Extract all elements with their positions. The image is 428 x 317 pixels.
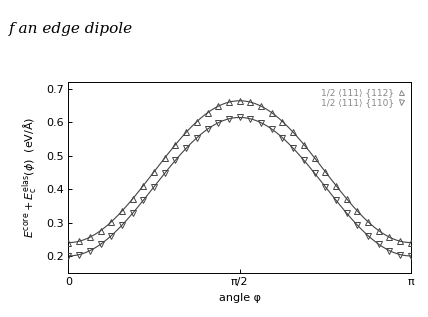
1/2 ⟨111⟩ {110} (226, 117, 232, 121)
1/2 ⟨111⟩ {112} (226, 100, 232, 104)
Legend: 1/2 ⟨111⟩ {112}, 1/2 ⟨111⟩ {110}: 1/2 ⟨111⟩ {112}, 1/2 ⟨111⟩ {110} (320, 87, 406, 108)
1/2 ⟨111⟩ {112} (323, 170, 328, 174)
1/2 ⟨111⟩ {112} (162, 156, 167, 160)
1/2 ⟨111⟩ {112} (291, 130, 296, 134)
1/2 ⟨111⟩ {110} (205, 127, 210, 131)
Line: 1/2 ⟨111⟩ {110}: 1/2 ⟨111⟩ {110} (66, 115, 413, 259)
1/2 ⟨111⟩ {112} (141, 184, 146, 187)
1/2 ⟨111⟩ {110} (355, 223, 360, 227)
1/2 ⟨111⟩ {112} (173, 143, 178, 146)
1/2 ⟨111⟩ {112} (408, 241, 413, 244)
1/2 ⟨111⟩ {110} (301, 158, 306, 162)
1/2 ⟨111⟩ {112} (194, 120, 199, 123)
1/2 ⟨111⟩ {112} (184, 130, 189, 134)
1/2 ⟨111⟩ {112} (152, 170, 157, 174)
1/2 ⟨111⟩ {112} (87, 235, 92, 239)
1/2 ⟨111⟩ {110} (109, 234, 114, 237)
1/2 ⟨111⟩ {110} (366, 234, 371, 237)
1/2 ⟨111⟩ {110} (387, 249, 392, 253)
1/2 ⟨111⟩ {112} (216, 104, 221, 108)
1/2 ⟨111⟩ {110} (408, 254, 413, 258)
1/2 ⟨111⟩ {112} (366, 220, 371, 224)
1/2 ⟨111⟩ {110} (280, 136, 285, 140)
1/2 ⟨111⟩ {112} (205, 111, 210, 115)
1/2 ⟨111⟩ {112} (312, 156, 317, 160)
1/2 ⟨111⟩ {110} (333, 198, 339, 202)
1/2 ⟨111⟩ {112} (66, 241, 71, 244)
1/2 ⟨111⟩ {110} (376, 243, 381, 246)
X-axis label: angle φ: angle φ (219, 293, 261, 303)
1/2 ⟨111⟩ {110} (259, 121, 264, 125)
1/2 ⟨111⟩ {110} (77, 253, 82, 256)
1/2 ⟨111⟩ {112} (301, 143, 306, 146)
1/2 ⟨111⟩ {112} (376, 229, 381, 233)
1/2 ⟨111⟩ {112} (130, 197, 135, 201)
1/2 ⟨111⟩ {110} (237, 116, 242, 120)
1/2 ⟨111⟩ {110} (216, 121, 221, 125)
1/2 ⟨111⟩ {112} (237, 99, 242, 103)
1/2 ⟨111⟩ {110} (323, 185, 328, 189)
1/2 ⟨111⟩ {110} (173, 158, 178, 162)
1/2 ⟨111⟩ {112} (77, 239, 82, 243)
1/2 ⟨111⟩ {110} (398, 253, 403, 256)
1/2 ⟨111⟩ {112} (109, 220, 114, 224)
Y-axis label: $E^{\rm core} + E^{\rm elas}_{\rm c}(\phi)$  (eV/Å): $E^{\rm core} + E^{\rm elas}_{\rm c}(\ph… (21, 117, 40, 238)
1/2 ⟨111⟩ {110} (119, 223, 125, 227)
1/2 ⟨111⟩ {110} (248, 117, 253, 121)
Text: f an edge dipole: f an edge dipole (9, 22, 133, 36)
1/2 ⟨111⟩ {112} (248, 100, 253, 104)
1/2 ⟨111⟩ {110} (269, 127, 274, 131)
1/2 ⟨111⟩ {110} (66, 254, 71, 258)
1/2 ⟨111⟩ {110} (291, 146, 296, 150)
1/2 ⟨111⟩ {110} (162, 171, 167, 175)
Line: 1/2 ⟨111⟩ {112}: 1/2 ⟨111⟩ {112} (66, 98, 413, 245)
1/2 ⟨111⟩ {112} (387, 235, 392, 239)
1/2 ⟨111⟩ {110} (130, 211, 135, 215)
1/2 ⟨111⟩ {112} (119, 209, 125, 213)
1/2 ⟨111⟩ {112} (355, 209, 360, 213)
1/2 ⟨111⟩ {110} (312, 171, 317, 175)
1/2 ⟨111⟩ {110} (194, 136, 199, 140)
1/2 ⟨111⟩ {110} (141, 198, 146, 202)
1/2 ⟨111⟩ {112} (280, 120, 285, 123)
1/2 ⟨111⟩ {110} (184, 146, 189, 150)
1/2 ⟨111⟩ {110} (98, 243, 103, 246)
1/2 ⟨111⟩ {112} (259, 104, 264, 108)
1/2 ⟨111⟩ {112} (398, 239, 403, 243)
1/2 ⟨111⟩ {112} (344, 197, 349, 201)
1/2 ⟨111⟩ {112} (333, 184, 339, 187)
1/2 ⟨111⟩ {110} (87, 249, 92, 253)
1/2 ⟨111⟩ {110} (152, 185, 157, 189)
1/2 ⟨111⟩ {112} (269, 111, 274, 115)
1/2 ⟨111⟩ {112} (98, 229, 103, 233)
1/2 ⟨111⟩ {110} (344, 211, 349, 215)
